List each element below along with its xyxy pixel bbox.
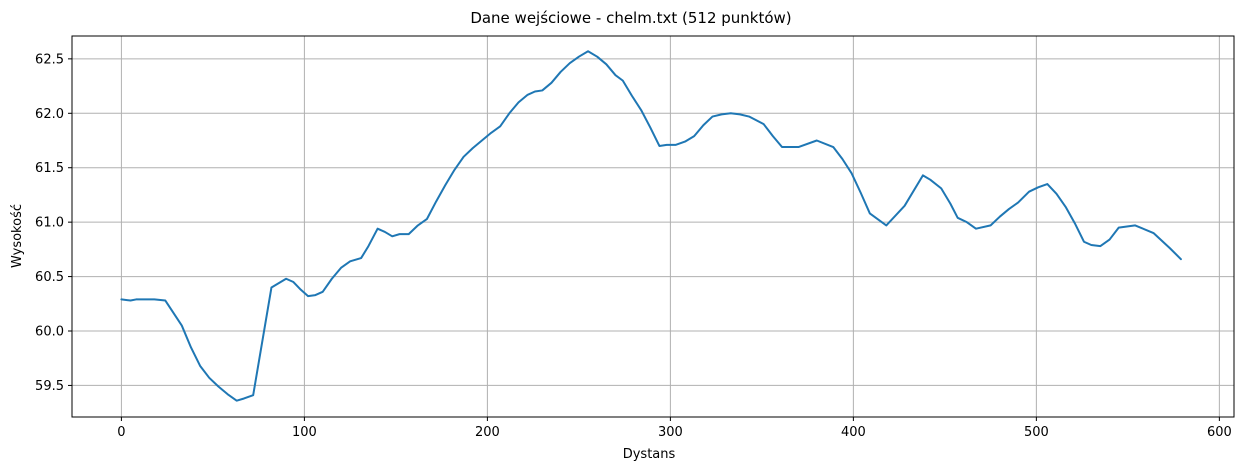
plot-frame <box>71 35 1235 418</box>
grid-lines <box>72 36 1234 417</box>
chart-title: Dane wejściowe - chelm.txt (512 punktów) <box>470 9 791 27</box>
x-tick-label: 100 <box>292 425 317 440</box>
axes <box>71 35 1235 418</box>
x-tick-label: 500 <box>1024 425 1049 440</box>
y-tick-label: 62.5 <box>35 52 64 67</box>
y-tick-label: 61.5 <box>35 161 64 176</box>
y-tick-label: 59.5 <box>35 379 64 394</box>
x-tick-label: 600 <box>1207 425 1232 440</box>
plot-area <box>120 50 1182 402</box>
x-axis-title: Dystans <box>623 447 676 462</box>
x-tick-label: 200 <box>475 425 500 440</box>
tick-labels: 0 100 200 300 400 500 600 59.5 60.0 60.5 61.0 61.5 6… <box>35 52 1232 440</box>
x-tick-label: 0 <box>117 425 125 440</box>
y-axis-title: Wysokość <box>10 204 25 268</box>
elevation-series-line <box>120 50 1182 402</box>
y-tick-label: 62.0 <box>35 107 64 122</box>
y-tick-label: 60.5 <box>35 270 64 285</box>
x-tick-label: 300 <box>658 425 683 440</box>
y-tick-label: 60.0 <box>35 325 64 340</box>
y-tick-label: 61.0 <box>35 216 64 231</box>
tick-marks <box>68 58 1220 421</box>
x-tick-label: 400 <box>841 425 866 440</box>
